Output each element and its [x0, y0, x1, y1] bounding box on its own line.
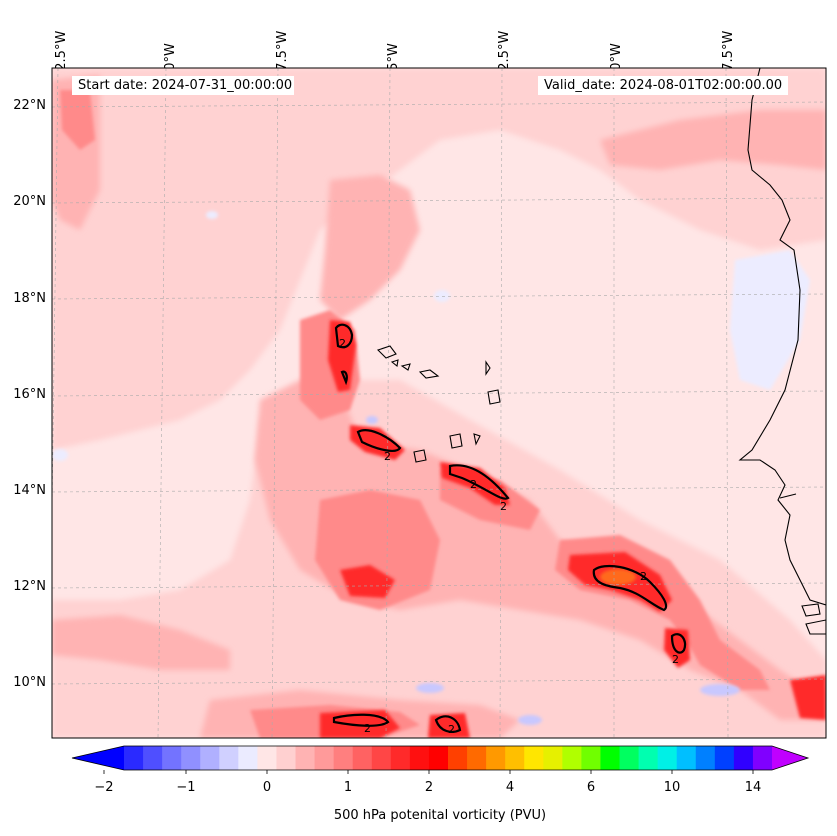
- contour-label-5: 2: [640, 570, 647, 583]
- colorbar-segment: [638, 746, 659, 770]
- colorbar-extend-min: [72, 746, 124, 770]
- cbar-tick-10: 10: [663, 780, 681, 795]
- colorbar-segment: [276, 746, 297, 770]
- contour-label-8: 2: [448, 723, 455, 736]
- colorbar-segment: [162, 746, 182, 770]
- colorbar-segment: [143, 746, 163, 770]
- valid-date-box: Valid_date: 2024-08-01T02:00:00.00: [538, 76, 789, 95]
- colorbar-segment: [295, 746, 316, 770]
- lat-label-16n: 16°N: [13, 387, 46, 402]
- contour-label-7: 2: [364, 722, 371, 735]
- colorbar-extend-max: [772, 746, 808, 770]
- map-frame: [51, 67, 827, 739]
- colorbar-segment: [486, 746, 506, 770]
- cbar-tick-neg2: −2: [94, 780, 114, 795]
- cbar-tick-1: 1: [343, 780, 353, 795]
- contour-label-2: 2: [384, 450, 391, 463]
- colorbar-segment: [124, 746, 144, 770]
- colorbar-segment: [409, 746, 430, 770]
- colorbar-segment: [524, 746, 544, 770]
- colorbar-segment: [543, 746, 563, 770]
- map-gridlines: [52, 68, 826, 738]
- contour-label-6: 2: [672, 653, 679, 666]
- colorbar: [71, 745, 810, 774]
- lat-label-10n: 10°N: [13, 675, 46, 690]
- colorbar-segment: [219, 746, 239, 770]
- contour-label-1: 2: [339, 337, 346, 350]
- colorbar-segment: [352, 746, 373, 770]
- colorbar-segment: [581, 746, 601, 770]
- colorbar-segment: [657, 746, 678, 770]
- cbar-tick-6: 6: [586, 780, 596, 795]
- pv-field-negative: [52, 211, 810, 725]
- contour-label-3: 2: [470, 478, 477, 491]
- colorbar-segment: [200, 746, 220, 770]
- colorbar-segment: [714, 746, 735, 770]
- colorbar-outline: [71, 745, 810, 771]
- coastlines: [376, 68, 826, 635]
- start-date-box: Start date: 2024-07-31_00:00:00: [72, 76, 294, 95]
- colorbar-label: 500 hPa potenital vorticity (PVU): [333, 808, 547, 823]
- colorbar-segment: [467, 746, 487, 770]
- pv-field-orange: [600, 569, 636, 585]
- colorbar-segment: [695, 746, 716, 770]
- cbar-tick-0: 0: [262, 780, 272, 795]
- colorbar-segment: [448, 746, 468, 770]
- lat-label-20n: 20°N: [13, 194, 46, 209]
- lat-label-18n: 18°N: [13, 291, 46, 306]
- colorbar-segment: [752, 746, 773, 770]
- colorbar-segment: [733, 746, 754, 770]
- colorbar-segment: [562, 746, 582, 770]
- colorbar-segment: [505, 746, 525, 770]
- colorbar-segment: [181, 746, 201, 770]
- colorbar-segment: [619, 746, 640, 770]
- colorbar-segment: [238, 746, 258, 770]
- colorbar-segment: [314, 746, 335, 770]
- contour-label-4: 2: [500, 500, 507, 513]
- pv-2-contours: [332, 323, 687, 733]
- cbar-tick-4: 4: [505, 780, 515, 795]
- lat-label-14n: 14°N: [13, 483, 46, 498]
- colorbar-segment: [428, 746, 449, 770]
- colorbar-segment: [257, 746, 277, 770]
- colorbar-segment: [390, 746, 411, 770]
- cbar-tick-2: 2: [424, 780, 434, 795]
- cbar-tick-14: 14: [744, 780, 762, 795]
- lat-label-12n: 12°N: [13, 579, 46, 594]
- colorbar-segment: [371, 746, 392, 770]
- lat-label-22n: 22°N: [13, 98, 46, 113]
- colorbar-segment: [333, 746, 354, 770]
- cbar-tick-neg1: −1: [176, 780, 196, 795]
- colorbar-segment: [600, 746, 621, 770]
- colorbar-segment: [676, 746, 697, 770]
